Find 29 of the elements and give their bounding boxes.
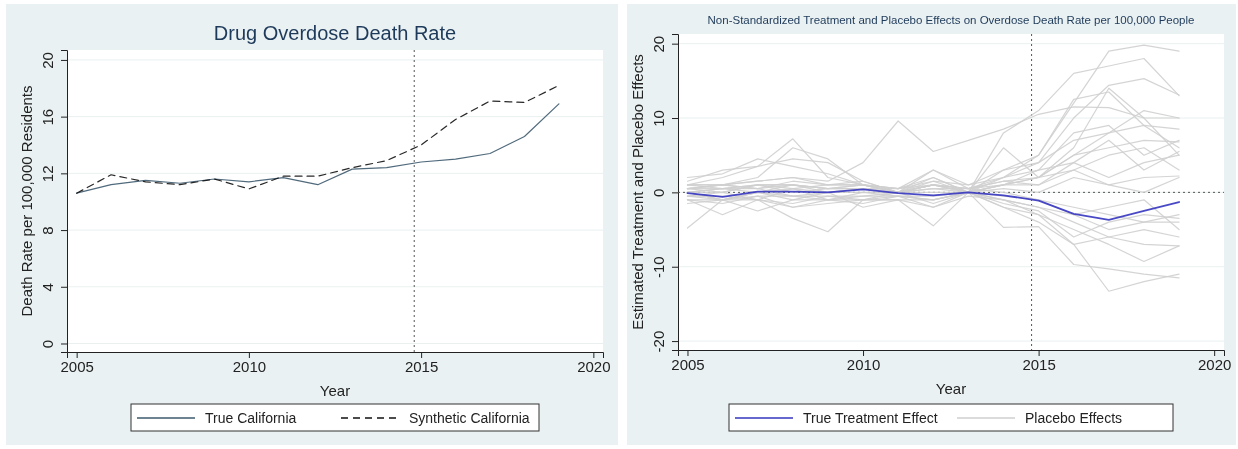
y-tick-label: 0 xyxy=(39,339,56,349)
y-tick-label: 8 xyxy=(39,226,56,235)
y-tick-label: 12 xyxy=(39,165,56,183)
x-tick-label: 2005 xyxy=(671,355,705,373)
y-tick-label: 16 xyxy=(39,108,56,126)
chart-title: Non-Standardized Treatment and Placebo Effects on Overdose Death Rate per 100,000 People xyxy=(707,14,1195,26)
y-tick-label: -20 xyxy=(650,330,667,353)
x-tick-label: 2015 xyxy=(404,357,439,375)
y-tick-label: 0 xyxy=(650,188,667,198)
y-tick-label: 10 xyxy=(650,110,667,127)
legend-label: Synthetic California xyxy=(409,410,530,426)
x-tick-label: 2015 xyxy=(1022,355,1056,373)
y-tick-label: 20 xyxy=(650,35,667,53)
y-tick-label: -10 xyxy=(650,256,667,279)
x-tick-label: 2005 xyxy=(60,357,94,375)
legend-label: True Treatment Effect xyxy=(803,410,938,426)
chart-title: Drug Overdose Death Rate xyxy=(213,22,457,44)
x-tick-label: 2020 xyxy=(577,357,611,375)
legend-label: True California xyxy=(205,410,297,426)
y-axis-title: Estimated Treatment and Placebo Effects xyxy=(629,54,646,330)
legend-label: Placebo Effects xyxy=(1025,410,1123,426)
x-axis-title: Year xyxy=(319,382,351,399)
y-tick-label: 20 xyxy=(39,52,56,69)
y-tick-label: 4 xyxy=(39,283,56,292)
y-axis-title: Death Rate per 100,000 Residents xyxy=(18,85,35,317)
x-axis-title: Year xyxy=(935,380,967,397)
x-tick-label: 2010 xyxy=(232,357,267,375)
x-tick-label: 2020 xyxy=(1197,355,1232,373)
x-tick-label: 2010 xyxy=(846,355,881,373)
